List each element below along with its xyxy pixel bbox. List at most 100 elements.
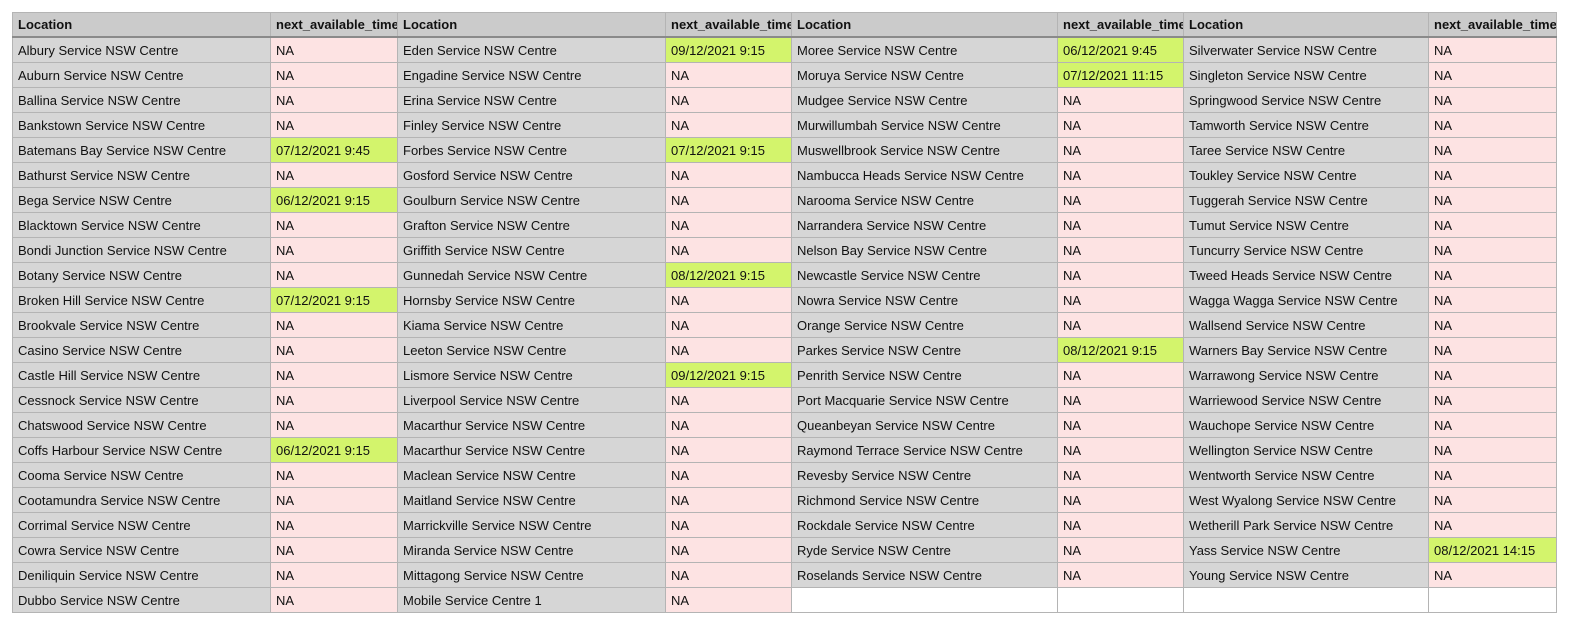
location-cell: Moruya Service NSW Centre — [791, 62, 1058, 88]
location-cell: Ballina Service NSW Centre — [12, 87, 271, 113]
header-row: Location next_available_time Location next_… — [12, 12, 1557, 38]
time-cell: NA — [270, 212, 398, 238]
column-header: next_available_time — [665, 12, 792, 38]
time-cell: NA — [270, 412, 398, 438]
location-cell: Wetherill Park Service NSW Centre — [1183, 512, 1429, 538]
table-row: Bondi Junction Service NSW Centre NA Griff… — [12, 237, 1557, 263]
location-cell: Orange Service NSW Centre — [791, 312, 1058, 338]
location-cell: Kiama Service NSW Centre — [397, 312, 666, 338]
location-cell: Liverpool Service NSW Centre — [397, 387, 666, 413]
time-cell: NA — [665, 212, 792, 238]
location-cell: Warrawong Service NSW Centre — [1183, 362, 1429, 388]
location-cell: Bega Service NSW Centre — [12, 187, 271, 213]
time-cell: NA — [665, 337, 792, 363]
location-cell: Macarthur Service NSW Centre — [397, 437, 666, 463]
location-cell: Singleton Service NSW Centre — [1183, 62, 1429, 88]
table-row: Chatswood Service NSW Centre NA Macarthur … — [12, 412, 1557, 438]
time-cell: NA — [1057, 312, 1184, 338]
time-cell: NA — [665, 312, 792, 338]
location-cell: Albury Service NSW Centre — [12, 36, 271, 63]
time-cell: NA — [1428, 512, 1557, 538]
table-body: Albury Service NSW Centre NA Eden Service … — [12, 36, 1557, 613]
time-cell: NA — [1057, 112, 1184, 138]
time-cell: NA — [665, 62, 792, 88]
location-cell: Brookvale Service NSW Centre — [12, 312, 271, 338]
location-cell: Maitland Service NSW Centre — [397, 487, 666, 513]
location-cell: Auburn Service NSW Centre — [12, 62, 271, 88]
location-cell: Macarthur Service NSW Centre — [397, 412, 666, 438]
location-cell: Springwood Service NSW Centre — [1183, 87, 1429, 113]
table-row: Albury Service NSW Centre NA Eden Service … — [12, 36, 1557, 63]
time-cell: NA — [1057, 412, 1184, 438]
location-cell: Deniliquin Service NSW Centre — [12, 562, 271, 588]
time-cell: NA — [1428, 412, 1557, 438]
time-cell: NA — [665, 512, 792, 538]
table-row: Cootamundra Service NSW Centre NA Maitland… — [12, 487, 1557, 513]
table-row: Coffs Harbour Service NSW Centre 06/12/20… — [12, 437, 1557, 463]
time-cell: NA — [1057, 87, 1184, 113]
time-cell: NA — [1057, 512, 1184, 538]
column-header: next_available_time — [1428, 12, 1557, 38]
location-cell: Gosford Service NSW Centre — [397, 162, 666, 188]
time-cell: NA — [270, 36, 398, 63]
location-cell: Muswellbrook Service NSW Centre — [791, 137, 1058, 163]
time-cell: NA — [270, 262, 398, 288]
location-cell: Yass Service NSW Centre — [1183, 537, 1429, 563]
availability-table: Location next_available_time Location next_… — [12, 12, 1557, 613]
time-cell: NA — [1428, 312, 1557, 338]
time-cell: NA — [1428, 287, 1557, 313]
location-cell: Moree Service NSW Centre — [791, 36, 1058, 63]
time-cell: NA — [1057, 262, 1184, 288]
location-cell: Ryde Service NSW Centre — [791, 537, 1058, 563]
time-cell: 08/12/2021 14:15 — [1428, 537, 1557, 563]
location-cell: Forbes Service NSW Centre — [397, 137, 666, 163]
column-header: Location — [1183, 12, 1429, 38]
location-cell: Tuggerah Service NSW Centre — [1183, 187, 1429, 213]
time-cell: NA — [1428, 87, 1557, 113]
location-cell: Raymond Terrace Service NSW Centre — [791, 437, 1058, 463]
time-cell: NA — [665, 387, 792, 413]
location-cell: Parkes Service NSW Centre — [791, 337, 1058, 363]
time-cell: NA — [270, 487, 398, 513]
location-cell: Roselands Service NSW Centre — [791, 562, 1058, 588]
time-cell: NA — [1057, 212, 1184, 238]
location-cell: Botany Service NSW Centre — [12, 262, 271, 288]
location-cell: Port Macquarie Service NSW Centre — [791, 387, 1058, 413]
location-cell: Cootamundra Service NSW Centre — [12, 487, 271, 513]
table-row: Cooma Service NSW Centre NA Maclean Servic… — [12, 462, 1557, 488]
table-row: Cessnock Service NSW Centre NA Liverpool S… — [12, 387, 1557, 413]
location-cell: Wentworth Service NSW Centre — [1183, 462, 1429, 488]
location-cell: Wallsend Service NSW Centre — [1183, 312, 1429, 338]
time-cell: NA — [1428, 437, 1557, 463]
time-cell: NA — [1428, 187, 1557, 213]
location-cell: Nambucca Heads Service NSW Centre — [791, 162, 1058, 188]
time-cell: NA — [1428, 387, 1557, 413]
time-cell: NA — [1057, 537, 1184, 563]
time-cell: NA — [270, 512, 398, 538]
time-cell: NA — [665, 562, 792, 588]
location-cell: Penrith Service NSW Centre — [791, 362, 1058, 388]
column-header: Location — [791, 12, 1058, 38]
time-cell: NA — [665, 187, 792, 213]
location-cell: Corrimal Service NSW Centre — [12, 512, 271, 538]
time-cell: NA — [270, 562, 398, 588]
location-cell: Newcastle Service NSW Centre — [791, 262, 1058, 288]
column-header: next_available_time — [270, 12, 398, 38]
location-cell: Mittagong Service NSW Centre — [397, 562, 666, 588]
location-cell: Tweed Heads Service NSW Centre — [1183, 262, 1429, 288]
time-cell: 06/12/2021 9:45 — [1057, 36, 1184, 63]
location-cell: Leeton Service NSW Centre — [397, 337, 666, 363]
location-cell: Batemans Bay Service NSW Centre — [12, 137, 271, 163]
time-cell: NA — [1428, 112, 1557, 138]
time-cell: NA — [665, 462, 792, 488]
table-row: Batemans Bay Service NSW Centre 07/12/202… — [12, 137, 1557, 163]
location-cell: Narrandera Service NSW Centre — [791, 212, 1058, 238]
location-cell: Tamworth Service NSW Centre — [1183, 112, 1429, 138]
time-cell: NA — [1428, 487, 1557, 513]
table-row: Casino Service NSW Centre NA Leeton Servic… — [12, 337, 1557, 363]
location-cell: Hornsby Service NSW Centre — [397, 287, 666, 313]
location-cell: Taree Service NSW Centre — [1183, 137, 1429, 163]
empty-cell — [1183, 587, 1429, 613]
location-cell: Lismore Service NSW Centre — [397, 362, 666, 388]
location-cell: Silverwater Service NSW Centre — [1183, 36, 1429, 63]
